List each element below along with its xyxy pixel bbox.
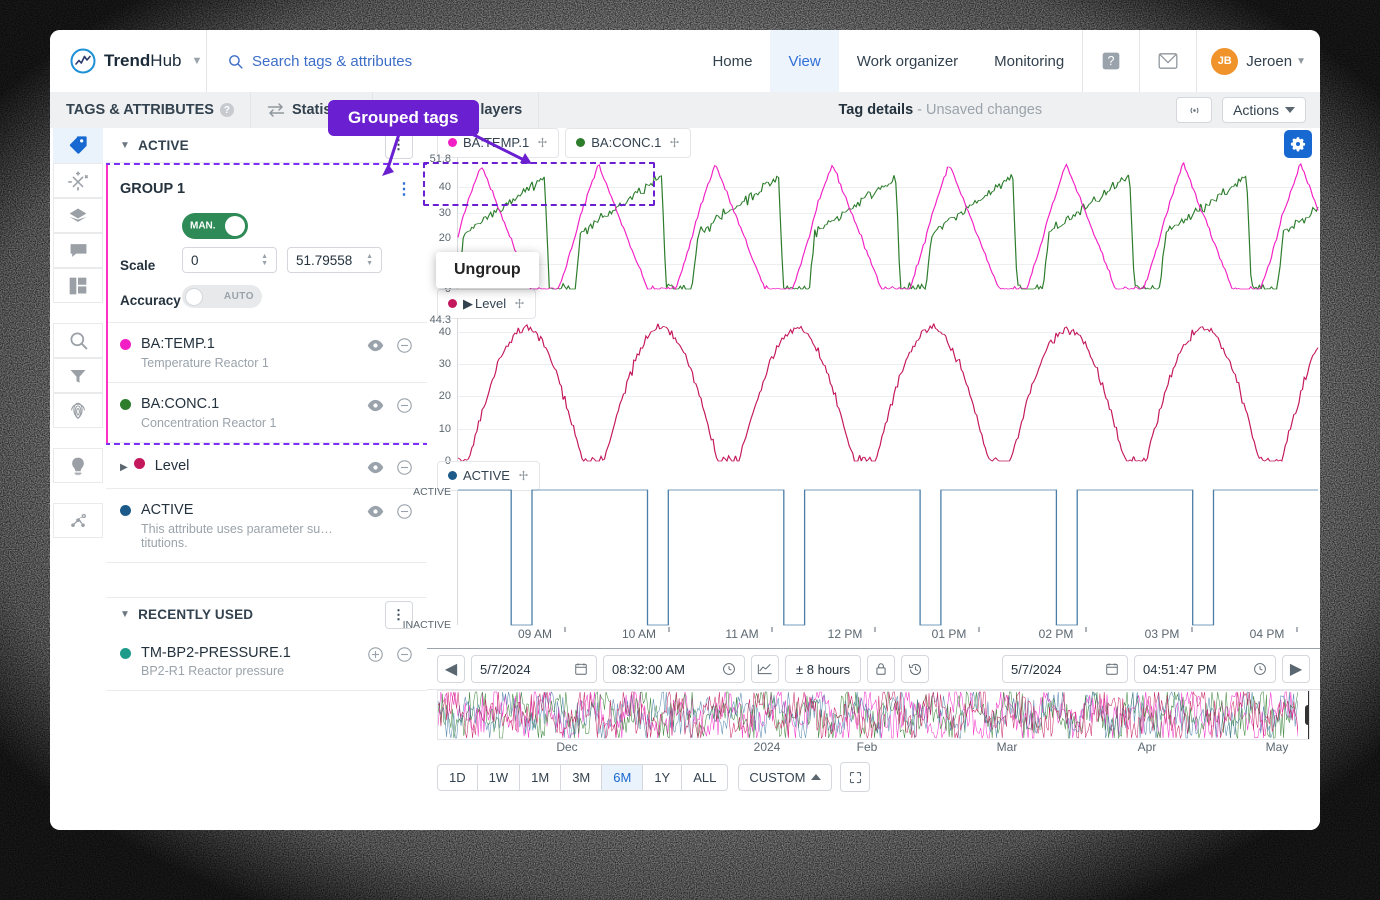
- svg-text:?: ?: [1108, 54, 1115, 68]
